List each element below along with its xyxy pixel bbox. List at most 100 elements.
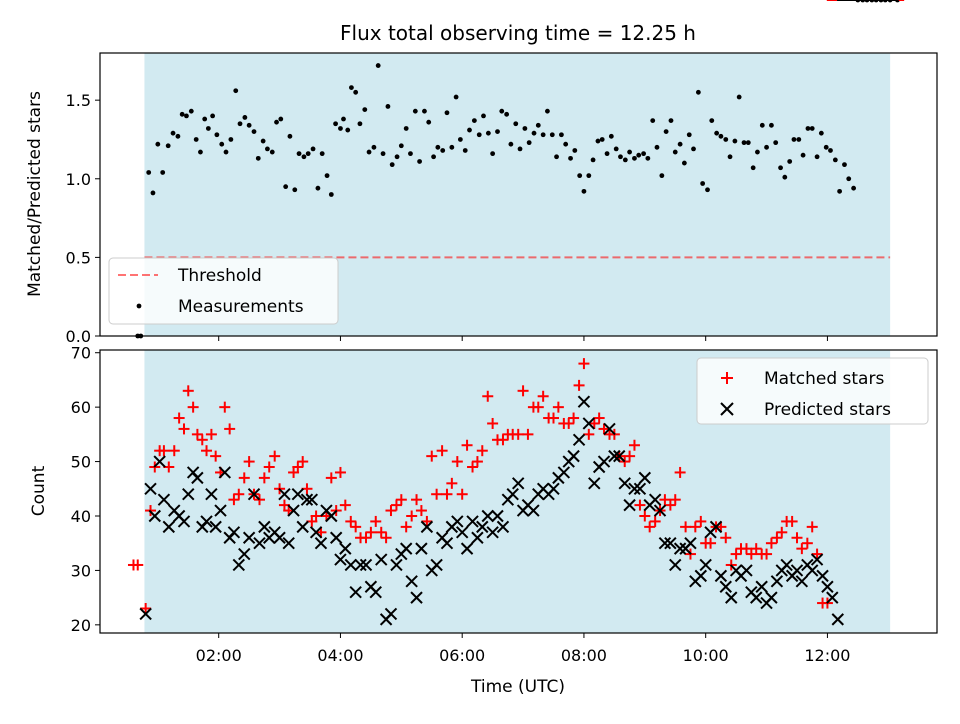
predicted-point-b <box>238 547 251 561</box>
matched-point <box>578 358 590 370</box>
predicted-point <box>476 520 489 534</box>
predicted-point-b <box>506 488 519 501</box>
matched-point <box>292 461 304 473</box>
measurement-point <box>481 113 486 119</box>
predicted-point-b <box>405 575 418 588</box>
measurement-point <box>618 154 623 160</box>
bottom-x-tick-label: 06:00 <box>439 646 485 665</box>
measurement-point <box>691 146 696 152</box>
matched-point <box>583 428 595 440</box>
matched-point <box>187 401 199 413</box>
measurement-point <box>193 137 199 142</box>
predicted-point <box>806 564 819 577</box>
measurement-point <box>435 144 441 150</box>
predicted-point-b <box>567 449 580 463</box>
predicted-point-b <box>821 580 834 593</box>
measurement-point <box>604 151 610 157</box>
predicted-point-b <box>339 542 352 555</box>
predicted-point-b <box>486 526 499 539</box>
predicted-point <box>831 613 844 626</box>
measurement-point <box>228 137 234 142</box>
matched-point <box>598 423 610 435</box>
matched-point <box>471 456 483 468</box>
measurement-point <box>764 144 769 150</box>
measurement-point <box>155 141 161 147</box>
top-legend-box <box>108 257 339 325</box>
matched-point <box>441 488 453 500</box>
predicted-point <box>291 488 305 501</box>
measurement-point <box>549 132 555 138</box>
predicted-point-b <box>287 504 300 517</box>
matched-point <box>297 456 309 468</box>
matched-point <box>431 488 443 500</box>
predicted-point <box>205 488 218 501</box>
measurement-point <box>422 108 427 114</box>
measurement-point <box>695 89 701 95</box>
measurement-point <box>394 154 400 160</box>
predicted-point <box>390 558 403 572</box>
predicted-point <box>664 536 677 550</box>
measurement-point <box>499 108 505 114</box>
predicted-point <box>232 558 245 572</box>
predicted-point <box>258 520 271 534</box>
predicted-point <box>653 504 667 517</box>
predicted-point-b <box>296 520 309 534</box>
predicted-point <box>214 504 227 517</box>
predicted-point <box>325 509 338 523</box>
measurement-point <box>608 133 614 139</box>
bottom-y-tick-label: 40 <box>71 507 91 526</box>
matched-point <box>365 526 377 538</box>
measurement-point <box>622 157 628 163</box>
matched-point <box>750 543 762 555</box>
bottom-y-tick-label: 70 <box>71 344 91 363</box>
predicted-point <box>430 558 443 572</box>
predicted-point-b <box>144 482 157 495</box>
matched-point <box>224 423 236 435</box>
predicted-point-b <box>618 477 631 490</box>
matched-point <box>532 401 544 413</box>
predicted-point-b <box>709 520 723 534</box>
measurement-point <box>237 121 243 127</box>
predicted-point-b <box>795 575 809 588</box>
predicted-point-b <box>232 558 245 572</box>
matched-point <box>168 445 180 457</box>
x-axis-label: Time (UTC) <box>470 677 565 697</box>
predicted-point <box>253 536 266 550</box>
predicted-point-b <box>765 591 778 604</box>
predicted-point-b <box>511 477 525 490</box>
matched-point <box>415 505 427 517</box>
matched-point <box>310 510 322 522</box>
matched-point <box>456 488 468 500</box>
predicted-point-b <box>344 558 358 572</box>
predicted-point <box>491 509 504 523</box>
predicted-point-b <box>162 520 175 534</box>
matched-point <box>263 461 275 473</box>
measurement-point <box>457 137 463 142</box>
measurement-point <box>449 144 455 150</box>
predicted-point-b <box>375 553 388 566</box>
measurement-point <box>426 119 432 125</box>
measurement-point <box>179 111 185 117</box>
predicted-point <box>608 449 621 463</box>
matched-point <box>345 515 357 527</box>
predicted-point <box>567 449 580 463</box>
measurement-point <box>800 152 806 158</box>
predicted-point-b <box>740 564 753 577</box>
matched-point <box>421 515 433 527</box>
measurement-point <box>718 133 724 139</box>
predicted-point <box>628 482 641 495</box>
measurement-point <box>513 121 519 127</box>
measurement-point <box>654 144 660 150</box>
predicted-point <box>694 569 708 583</box>
legend-predicted-swatch <box>720 402 734 416</box>
measurement-point <box>846 176 852 182</box>
matched-point <box>205 428 217 440</box>
predicted-point <box>218 466 231 479</box>
predicted-point <box>200 515 213 528</box>
predicted-point <box>547 482 560 495</box>
bottom-y-ticks: 20 30 40 50 60 70 <box>71 344 100 635</box>
measurement-point <box>398 143 404 149</box>
measurement-point <box>805 126 811 131</box>
predicted-point <box>714 569 728 583</box>
measurement-point <box>791 137 797 142</box>
